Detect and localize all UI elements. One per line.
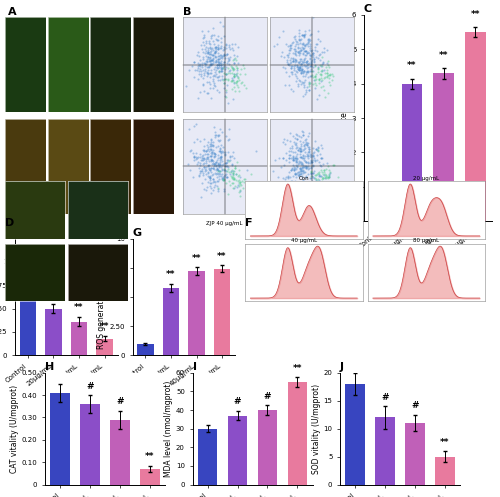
Bar (45, 309, 62, 355)
Text: #: # (116, 397, 124, 407)
Text: #: # (264, 392, 271, 401)
Text: F: F (245, 218, 252, 228)
Bar (214, 269, 230, 355)
Text: B: B (182, 7, 191, 17)
Text: **: ** (48, 290, 58, 299)
Bar (198, 428, 218, 485)
Text: #: # (382, 393, 389, 402)
Y-axis label: ROS generation (% of Con.): ROS generation (% of Con.) (98, 245, 106, 349)
Text: #: # (86, 382, 94, 391)
Text: ZJP 40 μg/mL: ZJP 40 μg/mL (206, 221, 243, 226)
Text: **: ** (74, 303, 84, 313)
Bar (96, 338, 113, 355)
Text: I: I (192, 362, 196, 372)
Title: 20 μg/mL: 20 μg/mL (413, 176, 440, 181)
Text: H: H (45, 362, 54, 372)
Text: D: D (5, 218, 14, 228)
Bar (376, 417, 395, 485)
Text: **: ** (218, 252, 227, 261)
Title: 80 μg/mL: 80 μg/mL (413, 238, 440, 243)
Text: **: ** (166, 270, 175, 279)
Text: Control: Control (214, 119, 234, 124)
Text: ZJP 80 μg/mL: ZJP 80 μg/mL (294, 221, 330, 226)
Bar (346, 384, 365, 485)
Text: G: G (132, 228, 141, 238)
Bar (140, 469, 160, 485)
Bar (228, 415, 248, 485)
Y-axis label: Apoptosis rate (% of Con.): Apoptosis rate (% of Con.) (340, 68, 349, 168)
Title: 40 μg/mL: 40 μg/mL (290, 238, 317, 243)
Bar (434, 74, 454, 221)
Text: ZJP 20 μg/mL: ZJP 20 μg/mL (294, 119, 330, 124)
Bar (110, 419, 130, 485)
Bar (80, 404, 100, 485)
Bar (370, 187, 390, 221)
Text: **: ** (407, 61, 416, 70)
Text: **: ** (145, 452, 154, 461)
Bar (20, 262, 36, 355)
Y-axis label: CAT vitality (U/mgprot): CAT vitality (U/mgprot) (10, 385, 19, 473)
Bar (435, 457, 454, 485)
Text: #: # (234, 398, 241, 407)
Text: **: ** (439, 51, 448, 60)
Bar (162, 288, 180, 355)
Bar (188, 271, 205, 355)
Bar (70, 322, 88, 355)
Y-axis label: SOD vitality (U/mgprot): SOD vitality (U/mgprot) (312, 384, 320, 474)
Bar (405, 423, 424, 485)
Text: #: # (411, 401, 418, 410)
Bar (465, 32, 485, 221)
Text: A: A (8, 7, 16, 17)
Bar (258, 410, 277, 485)
Bar (50, 393, 70, 485)
Text: **: ** (100, 322, 110, 331)
Bar (288, 382, 307, 485)
Y-axis label: MDA level (nmol/mgprot): MDA level (nmol/mgprot) (164, 381, 173, 477)
Point (390, 15, 398, 23)
Bar (402, 83, 422, 221)
Text: C: C (364, 4, 372, 14)
Text: **: ** (440, 437, 450, 446)
Text: **: ** (470, 9, 480, 19)
Text: E: E (15, 228, 22, 238)
Text: J: J (340, 362, 344, 372)
Bar (137, 344, 154, 355)
Text: **: ** (192, 253, 202, 262)
Text: **: ** (292, 364, 302, 373)
Title: Con: Con (298, 176, 309, 181)
